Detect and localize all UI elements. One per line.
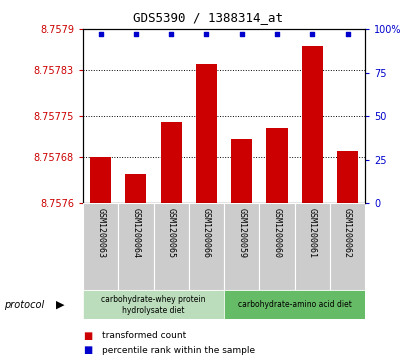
Text: ▶: ▶ bbox=[56, 300, 64, 310]
Text: GSM1200062: GSM1200062 bbox=[343, 208, 352, 258]
Text: GSM1200066: GSM1200066 bbox=[202, 208, 211, 258]
Bar bbox=[302, 46, 323, 203]
Text: GSM1200060: GSM1200060 bbox=[273, 208, 281, 258]
Text: protocol: protocol bbox=[4, 300, 44, 310]
Text: transformed count: transformed count bbox=[102, 331, 186, 340]
Bar bbox=[90, 157, 111, 203]
Point bbox=[133, 31, 139, 37]
Text: carbohydrate-whey protein
hydrolysate diet: carbohydrate-whey protein hydrolysate di… bbox=[101, 295, 206, 315]
Bar bbox=[154, 203, 189, 290]
Point bbox=[168, 31, 174, 37]
Point bbox=[309, 31, 315, 37]
Text: carbohydrate-amino acid diet: carbohydrate-amino acid diet bbox=[238, 301, 352, 309]
Text: ■: ■ bbox=[83, 345, 92, 355]
Bar bbox=[330, 203, 365, 290]
Bar bbox=[259, 203, 295, 290]
Bar bbox=[295, 203, 330, 290]
Bar bbox=[266, 128, 288, 203]
Text: GSM1200064: GSM1200064 bbox=[132, 208, 140, 258]
Bar bbox=[224, 290, 365, 319]
Bar bbox=[196, 64, 217, 203]
Bar bbox=[83, 290, 224, 319]
Bar bbox=[83, 203, 118, 290]
Bar bbox=[231, 139, 252, 203]
Bar bbox=[224, 203, 259, 290]
Bar bbox=[337, 151, 358, 203]
Point bbox=[344, 31, 351, 37]
Text: GDS5390 / 1388314_at: GDS5390 / 1388314_at bbox=[132, 11, 283, 24]
Bar bbox=[189, 203, 224, 290]
Bar bbox=[125, 174, 146, 203]
Point bbox=[238, 31, 245, 37]
Point bbox=[97, 31, 104, 37]
Text: GSM1200063: GSM1200063 bbox=[96, 208, 105, 258]
Text: ■: ■ bbox=[83, 331, 92, 341]
Text: GSM1200065: GSM1200065 bbox=[167, 208, 176, 258]
Bar bbox=[161, 122, 182, 203]
Text: GSM1200061: GSM1200061 bbox=[308, 208, 317, 258]
Bar bbox=[118, 203, 154, 290]
Text: percentile rank within the sample: percentile rank within the sample bbox=[102, 346, 255, 355]
Point bbox=[203, 31, 210, 37]
Text: GSM1200059: GSM1200059 bbox=[237, 208, 246, 258]
Point bbox=[274, 31, 281, 37]
